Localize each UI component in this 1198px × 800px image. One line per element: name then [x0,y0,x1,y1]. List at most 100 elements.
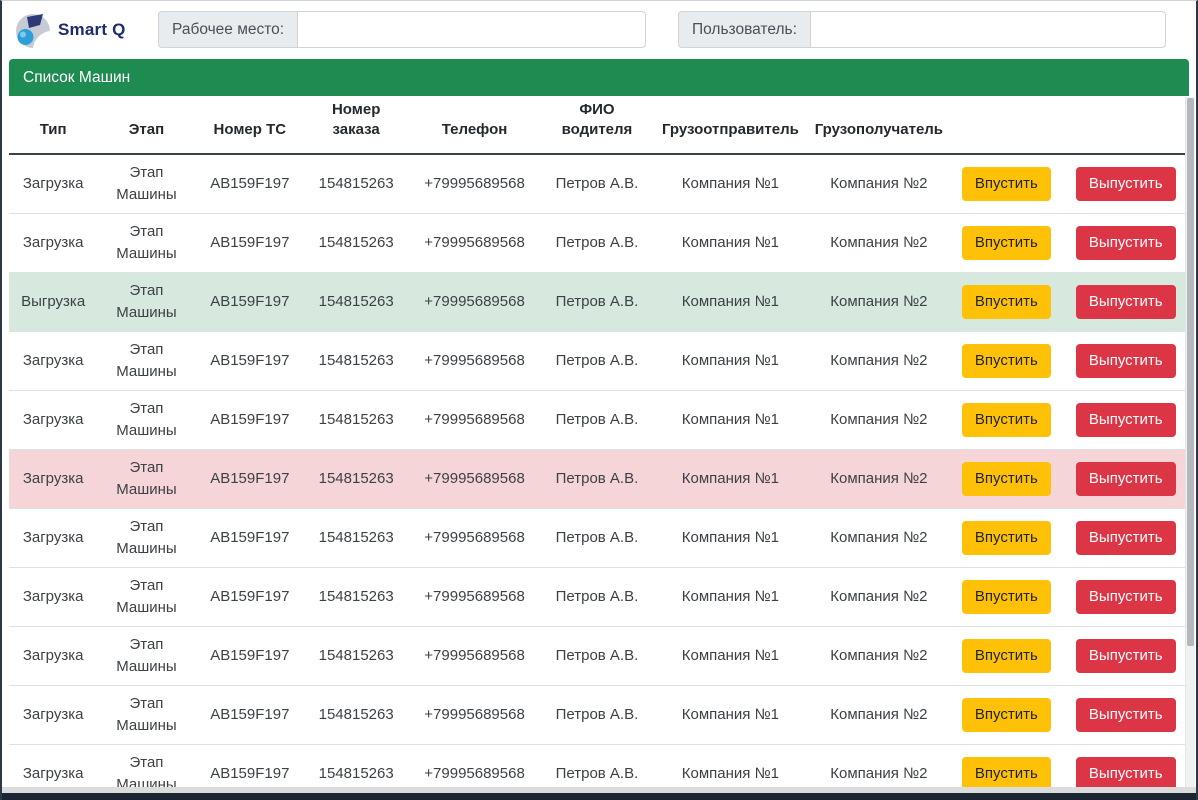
cell-order: 154815263 [304,508,408,567]
cell-phone: +79995689568 [408,213,540,272]
col-header-order: Номер заказа [304,96,408,154]
cell-consignee: Компания №2 [808,567,950,626]
cell-vehicle: AB159F197 [196,390,304,449]
cell-shipper: Компания №1 [653,626,808,685]
col-header-release-action [1063,96,1190,154]
cell-driver: Петров А.В. [541,685,653,744]
user-input-group: Пользователь: [678,11,1166,48]
admit-button[interactable]: Впустить [962,521,1051,555]
cell-type: Загрузка [9,508,97,567]
cell-admit: Впустить [950,331,1062,390]
release-button[interactable]: Выпустить [1076,403,1176,437]
user-input[interactable] [810,11,1166,48]
cell-driver: Петров А.В. [541,213,653,272]
cell-driver: Петров А.В. [541,508,653,567]
admit-button[interactable]: Впустить [962,639,1051,673]
release-button[interactable]: Выпустить [1076,285,1176,319]
table-row: Загрузка Этап Машины AB159F197 154815263… [9,331,1189,390]
table-row: Выгрузка Этап Машины AB159F197 154815263… [9,272,1189,331]
workplace-input[interactable] [297,11,646,48]
table-row: Загрузка Этап Машины AB159F197 154815263… [9,567,1189,626]
brand-name: Smart Q [58,20,126,40]
admit-button[interactable]: Впустить [962,226,1051,260]
brand-logo: Smart Q [12,10,144,50]
cell-admit: Впустить [950,567,1062,626]
cell-vehicle: AB159F197 [196,331,304,390]
vertical-scrollbar-thumb[interactable] [1187,98,1194,646]
cell-driver: Петров А.В. [541,449,653,508]
admit-button[interactable]: Впустить [962,580,1051,614]
panel-title: Список Машин [23,69,130,87]
cell-phone: +79995689568 [408,508,540,567]
cell-consignee: Компания №2 [808,626,950,685]
release-button[interactable]: Выпустить [1076,167,1176,201]
cell-stage: Этап Машины [97,685,195,744]
release-button[interactable]: Выпустить [1076,757,1176,788]
release-button[interactable]: Выпустить [1076,462,1176,496]
cell-shipper: Компания №1 [653,154,808,213]
cell-type: Загрузка [9,213,97,272]
cell-admit: Впустить [950,272,1062,331]
release-button[interactable]: Выпустить [1076,698,1176,732]
top-toolbar: Smart Q Рабочее место: Пользователь: [2,1,1196,58]
admit-button[interactable]: Впустить [962,403,1051,437]
cell-stage: Этап Машины [97,213,195,272]
cell-stage: Этап Машины [97,449,195,508]
cell-phone: +79995689568 [408,626,540,685]
cell-admit: Впустить [950,154,1062,213]
cell-stage: Этап Машины [97,390,195,449]
user-label: Пользователь: [678,11,810,48]
cell-order: 154815263 [304,685,408,744]
cell-order: 154815263 [304,272,408,331]
col-header-shipper: Грузоотправитель [653,96,808,154]
cell-shipper: Компания №1 [653,685,808,744]
cell-consignee: Компания №2 [808,508,950,567]
cell-order: 154815263 [304,626,408,685]
vertical-scrollbar[interactable] [1185,97,1195,800]
window-bottom-edge [2,793,1196,800]
cell-vehicle: AB159F197 [196,626,304,685]
release-button[interactable]: Выпустить [1076,639,1176,673]
admit-button[interactable]: Впустить [962,167,1051,201]
cell-admit: Впустить [950,449,1062,508]
admit-button[interactable]: Впустить [962,462,1051,496]
cell-consignee: Компания №2 [808,744,950,788]
admit-button[interactable]: Впустить [962,344,1051,378]
release-button[interactable]: Выпустить [1076,521,1176,555]
cell-vehicle: AB159F197 [196,508,304,567]
cell-order: 154815263 [304,390,408,449]
cell-phone: +79995689568 [408,390,540,449]
release-button[interactable]: Выпустить [1076,226,1176,260]
cell-shipper: Компания №1 [653,508,808,567]
cell-stage: Этап Машины [97,508,195,567]
cell-consignee: Компания №2 [808,154,950,213]
app-window: { "brand": { "name": "Smart Q" }, "topba… [0,0,1198,800]
workplace-label: Рабочее место: [158,11,297,48]
admit-button[interactable]: Впустить [962,698,1051,732]
cell-shipper: Компания №1 [653,744,808,788]
cell-vehicle: AB159F197 [196,272,304,331]
col-header-vehicle: Номер ТС [196,96,304,154]
admit-button[interactable]: Впустить [962,757,1051,788]
cell-stage: Этап Машины [97,154,195,213]
col-header-type: Тип [9,96,97,154]
cell-consignee: Компания №2 [808,390,950,449]
cell-order: 154815263 [304,154,408,213]
admit-button[interactable]: Впустить [962,285,1051,319]
release-button[interactable]: Выпустить [1076,580,1176,614]
cell-release: Выпустить [1063,331,1190,390]
cell-phone: +79995689568 [408,154,540,213]
cell-consignee: Компания №2 [808,272,950,331]
cell-shipper: Компания №1 [653,567,808,626]
release-button[interactable]: Выпустить [1076,344,1176,378]
cell-vehicle: AB159F197 [196,213,304,272]
cell-phone: +79995689568 [408,685,540,744]
col-header-driver: ФИО водителя [541,96,653,154]
cell-phone: +79995689568 [408,744,540,788]
cell-type: Загрузка [9,567,97,626]
cell-vehicle: AB159F197 [196,567,304,626]
cell-type: Загрузка [9,449,97,508]
cell-release: Выпустить [1063,272,1190,331]
cell-driver: Петров А.В. [541,154,653,213]
cell-release: Выпустить [1063,449,1190,508]
